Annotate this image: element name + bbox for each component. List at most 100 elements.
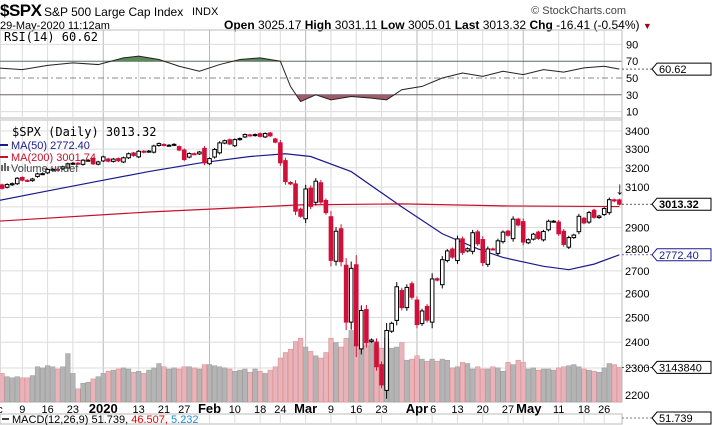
candle-body [551,220,556,223]
candle-body [192,153,197,156]
macd-name: MACD(12,26,9) [12,414,88,425]
volume-bar [318,357,324,403]
x-tick-label: 13 [451,404,463,416]
last-price-tag: 3013.32 [659,199,699,211]
candle-body [298,208,303,217]
candle-body [389,322,394,332]
volume-bar [4,376,10,403]
candle-body [247,134,253,137]
rsi-tick-label: 10 [626,107,638,119]
candle-body [20,177,25,181]
candle-body [156,143,162,147]
volume-bar [303,346,309,403]
candle-body [505,230,511,236]
candle-body [181,149,187,160]
candle-body [283,160,288,183]
candle-body [556,221,561,235]
volume-bar [470,368,476,403]
x-tick-label: 11 [553,404,564,416]
candle-body [480,239,486,264]
volume-bar [161,366,167,403]
volume-bar [39,367,46,403]
candle-body [561,230,567,245]
x-tick-label: 27 [502,404,514,416]
x-tick-label: 26 [598,404,610,416]
volume-bar [505,362,511,403]
volume-bar [540,368,547,403]
x-tick-label: Mar [294,401,317,416]
volume-bar [556,367,562,403]
volume-bar [298,337,304,403]
x-tick-label: 18 [578,404,590,416]
candle-body [566,237,572,248]
last-label: Last [454,18,480,32]
candle-body [30,178,35,182]
volume-bar [333,342,339,403]
candle-body [75,162,81,165]
candle-body [606,199,612,214]
x-tick-label: 20 [477,404,489,416]
volume-bar [576,366,582,403]
high-label: High [304,18,332,32]
volume-bar [146,369,152,403]
candle-body [161,143,167,146]
candle-body [50,168,55,171]
candle-body [353,264,359,347]
volume-bar [222,367,228,403]
ma50-line [0,153,620,271]
volume-bar [530,367,536,403]
x-tick-label: 23 [375,404,387,416]
candle-body [262,133,268,138]
x-tick-label: 16 [350,404,362,416]
volume-bar [9,377,15,403]
volume-bar [399,342,405,403]
candle-body [333,230,339,262]
volume-icon-bar [7,166,9,171]
volume-bar [55,368,61,403]
volume-bar [287,348,294,403]
candle-body [35,173,40,177]
candle-body [308,187,314,207]
candle-body [60,166,66,170]
volume-bar [45,365,51,403]
volume-bar [480,368,486,403]
candle-body [460,238,465,253]
copyright[interactable]: © StockCharts.com [531,5,626,17]
candle-body [318,182,324,203]
candle-body [364,309,369,344]
candle-body [520,221,526,243]
candle-body [176,146,182,151]
y-tick-label: 2300 [625,363,649,375]
low-value: 3005.01 [407,18,452,32]
volume-bar [495,367,501,403]
x-tick-label: 10 [229,404,241,416]
rsi-value-tag: 60.62 [659,64,687,76]
candle-body [596,215,602,219]
exchange: INDX [192,6,219,18]
candle-body [288,182,293,185]
x-tick-label: 23 [67,404,79,416]
volume-bar [596,372,602,403]
candle-body [526,239,531,244]
volume-bar [419,358,425,403]
volume-bar [237,369,243,403]
candle-body [571,234,577,239]
volume-tag-box [651,360,712,374]
volume-bar [414,355,420,403]
volume-bar [535,369,541,403]
volume-bar [186,366,192,403]
volume-bar [566,365,572,403]
volume-bar [424,361,430,403]
candle-body [217,142,222,154]
high-value: 3031.11 [334,18,378,32]
candle-body [40,173,45,176]
volume-bar [90,378,96,403]
candle-body [4,183,10,188]
volume-bar [14,376,20,403]
volume-bar [105,370,111,403]
y-tick-label: 2400 [625,337,649,349]
volume-bar [571,364,577,403]
volume-bar [409,358,415,403]
volume-bar [606,363,612,403]
